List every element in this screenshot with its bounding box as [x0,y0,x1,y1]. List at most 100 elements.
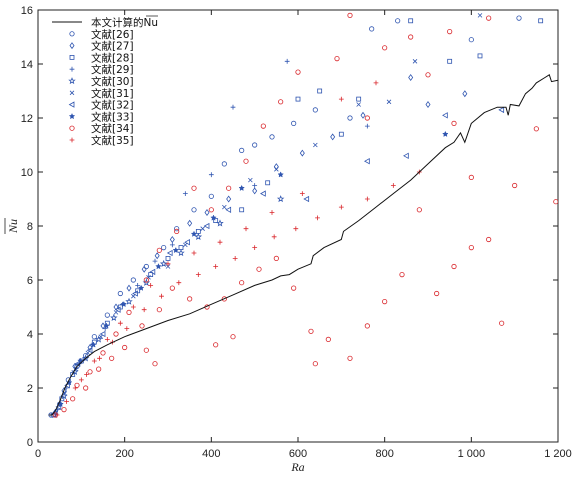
data-point [213,218,219,224]
data-point [408,74,414,81]
legend-label: 文献[26] [91,28,134,41]
data-point [152,258,158,264]
data-point [165,255,171,261]
data-point [174,228,180,234]
series-9 [52,12,558,418]
data-point [338,131,344,137]
data-point [222,204,227,210]
data-point [126,309,132,315]
data-point [99,330,106,338]
data-point [273,255,279,261]
y-tick-label: 2 [27,383,33,395]
x-tick-label: 800 [375,448,393,460]
data-point [451,263,457,270]
data-point [477,13,483,18]
data-point [277,171,284,178]
legend-label: 文献[30] [91,75,134,88]
data-point [312,361,318,367]
y-tick-label: 8 [27,221,33,233]
data-point [390,183,396,188]
data-point [161,245,167,251]
data-point [87,344,93,351]
data-point [226,185,232,191]
data-point [347,355,353,361]
data-point [274,167,279,172]
data-point [315,215,320,221]
data-point [156,247,162,253]
data-point [451,120,457,127]
series-3 [50,18,544,418]
data-point [299,191,305,196]
data-point [204,209,210,216]
data-point [166,249,173,257]
data-point [143,263,149,270]
data-point [141,307,147,313]
legend-label: 文献[32] [91,99,134,112]
data-point [408,18,414,24]
data-point [217,239,223,245]
data-point [149,268,156,276]
data-point [360,111,366,119]
series-2 [52,74,468,416]
data-point [103,322,110,329]
y-tick-label: 12 [21,113,33,125]
legend-marker [69,125,75,131]
data-point [83,385,89,391]
data-point [338,96,344,102]
data-point [252,142,258,148]
data-point [143,277,149,283]
legend-label: 本文计算的Nu [91,16,158,29]
data-point [468,174,474,180]
data-point [486,15,492,21]
y-axis-title-group: Nu [4,218,20,234]
data-point [468,37,474,43]
data-point [84,372,89,377]
data-point [117,320,123,326]
legend-marker [69,55,75,60]
data-point [110,313,118,321]
data-point [130,277,136,283]
data-point [252,245,258,250]
data-point [412,59,418,64]
data-point [308,328,314,334]
data-point [86,347,93,354]
data-point [248,177,253,183]
data-point [295,69,301,75]
data-point [91,334,97,340]
data-point [373,80,379,86]
x-tick-label: 600 [289,448,307,460]
x-tick-label: 1 000 [458,448,486,460]
data-point [64,399,69,404]
data-point [462,90,468,98]
data-point [330,133,336,141]
data-point [159,259,168,267]
data-point [243,226,249,232]
y-tick-label: 16 [21,5,33,17]
data-point [312,107,318,113]
x-tick-label: 1 200 [544,448,572,460]
data-point [169,236,175,243]
data-point [408,34,414,40]
data-point [146,275,151,280]
data-point [81,354,90,362]
data-point [70,372,76,377]
data-point [200,226,205,231]
data-point [364,123,370,129]
data-point [55,403,62,411]
legend-label: 文献[29] [91,63,134,76]
data-point [142,278,151,286]
data-point [276,195,285,203]
data-point [273,163,279,171]
data-point [239,147,245,153]
data-point [172,246,180,254]
data-point [225,206,232,213]
data-point [187,296,193,302]
data-point [347,115,353,121]
data-point [243,158,249,164]
data-point [65,379,73,386]
data-point [477,53,483,59]
legend-marker [69,66,75,72]
legend-marker [68,112,76,120]
data-point [169,285,175,291]
data-point [260,190,266,197]
